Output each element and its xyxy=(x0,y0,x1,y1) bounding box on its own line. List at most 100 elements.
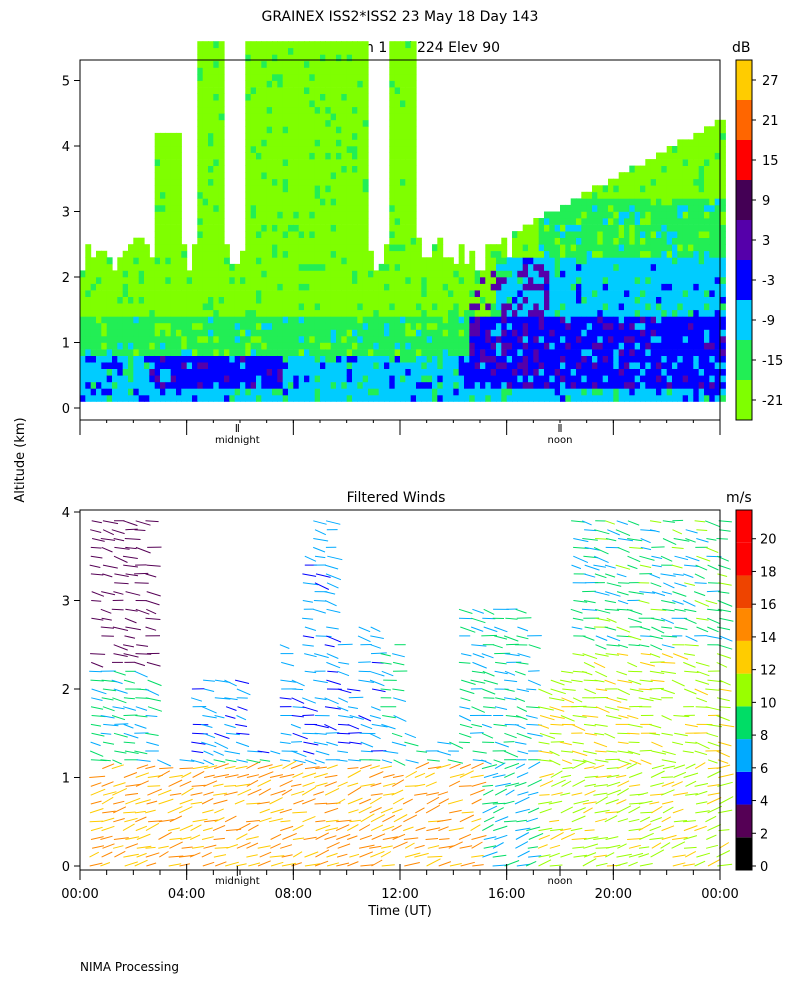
snr-cell xyxy=(448,270,454,278)
snr-cell xyxy=(704,178,710,186)
snr-cell xyxy=(218,113,225,121)
snr-cell xyxy=(298,67,305,75)
snr-cell xyxy=(320,54,326,62)
snr-cell xyxy=(213,119,220,127)
snr-cell xyxy=(624,322,630,330)
snr-cell xyxy=(576,218,582,225)
snr-cell xyxy=(448,394,454,402)
snr-cell xyxy=(293,106,300,114)
snr-cell xyxy=(293,172,300,180)
snr-cell xyxy=(597,388,604,396)
snr-cell xyxy=(250,204,257,212)
snr-cell xyxy=(282,224,289,232)
snr-cell xyxy=(138,394,145,402)
snr-cell xyxy=(298,218,305,225)
snr-cell xyxy=(698,303,705,311)
snr-cell xyxy=(682,165,689,173)
snr-cell xyxy=(309,93,316,101)
snr-cell xyxy=(352,93,358,101)
wind-barb xyxy=(213,854,227,858)
wind-barb xyxy=(326,635,342,643)
snr-cell xyxy=(682,375,689,383)
snr-cell xyxy=(218,349,225,356)
snr-cell xyxy=(304,100,310,108)
snr-cell xyxy=(149,335,156,343)
snr-cell xyxy=(549,388,556,396)
snr-cell xyxy=(325,113,332,121)
snr-cell xyxy=(677,152,684,160)
snr-cell xyxy=(432,316,438,324)
snr-cell xyxy=(421,342,428,350)
snr-cell xyxy=(693,303,700,311)
snr-cell xyxy=(336,237,342,245)
wind-barb xyxy=(347,706,358,709)
snr-cell xyxy=(208,172,214,180)
snr-cell xyxy=(720,191,726,199)
wind-barb xyxy=(324,644,335,648)
snr-cell xyxy=(229,309,236,317)
snr-cell xyxy=(330,335,337,343)
snr-cell xyxy=(720,263,726,271)
snr-cell xyxy=(544,375,550,383)
snr-cell xyxy=(586,329,593,337)
snr-cell xyxy=(410,113,417,121)
snr-cell xyxy=(362,349,369,356)
snr-cell xyxy=(336,375,342,383)
snr-cell xyxy=(597,342,604,350)
snr-cell xyxy=(330,93,337,101)
snr-cell xyxy=(272,290,278,297)
snr-cell xyxy=(522,375,529,383)
snr-cell xyxy=(688,159,694,166)
snr-cell xyxy=(213,362,220,369)
snr-cell xyxy=(592,349,598,356)
snr-cell xyxy=(304,322,310,330)
snr-cell xyxy=(554,277,561,284)
snr-cell xyxy=(421,316,428,324)
snr-cell xyxy=(405,244,412,252)
snr-cell xyxy=(437,277,444,284)
wind-barb xyxy=(290,723,301,729)
wind-barb xyxy=(292,772,304,778)
snr-cell xyxy=(176,362,182,369)
snr-cell xyxy=(330,87,337,94)
snr-cell xyxy=(170,231,177,238)
snr-cell xyxy=(490,375,497,383)
snr-cell xyxy=(698,388,705,396)
wind-barb xyxy=(169,793,182,796)
wind-barb xyxy=(178,854,195,858)
snr-cell xyxy=(474,375,481,383)
snr-cell xyxy=(346,257,353,265)
snr-cell xyxy=(202,263,209,271)
wind-barb xyxy=(145,852,160,858)
snr-cell xyxy=(245,204,252,212)
wind-barb xyxy=(315,832,330,840)
snr-cell xyxy=(298,54,305,62)
snr-cell xyxy=(576,394,582,402)
snr-cell xyxy=(288,54,294,62)
snr-cell xyxy=(613,191,620,199)
snr-cell xyxy=(618,322,625,330)
wind-barb xyxy=(347,835,358,840)
snr-cell xyxy=(90,303,97,311)
snr-cell xyxy=(405,283,412,291)
snr-cell xyxy=(432,394,438,402)
snr-cell xyxy=(661,329,668,337)
snr-cell xyxy=(389,381,396,389)
snr-cell xyxy=(96,355,102,363)
snr-cell xyxy=(128,277,134,284)
snr-cell xyxy=(282,342,289,350)
wind-barb xyxy=(100,538,116,541)
snr-cell xyxy=(522,290,529,297)
snr-cell xyxy=(218,362,225,369)
snr-cell xyxy=(373,388,380,396)
snr-cell xyxy=(309,126,316,134)
snr-cell xyxy=(688,165,694,173)
snr-cell xyxy=(346,303,353,311)
snr-cell xyxy=(272,54,278,62)
snr-cell xyxy=(394,47,401,55)
wind-barb xyxy=(313,546,326,553)
snr-cell xyxy=(245,211,252,219)
snr-cell xyxy=(352,185,358,193)
snr-colorbar-label: 15 xyxy=(762,154,779,169)
snr-cell xyxy=(672,375,678,383)
